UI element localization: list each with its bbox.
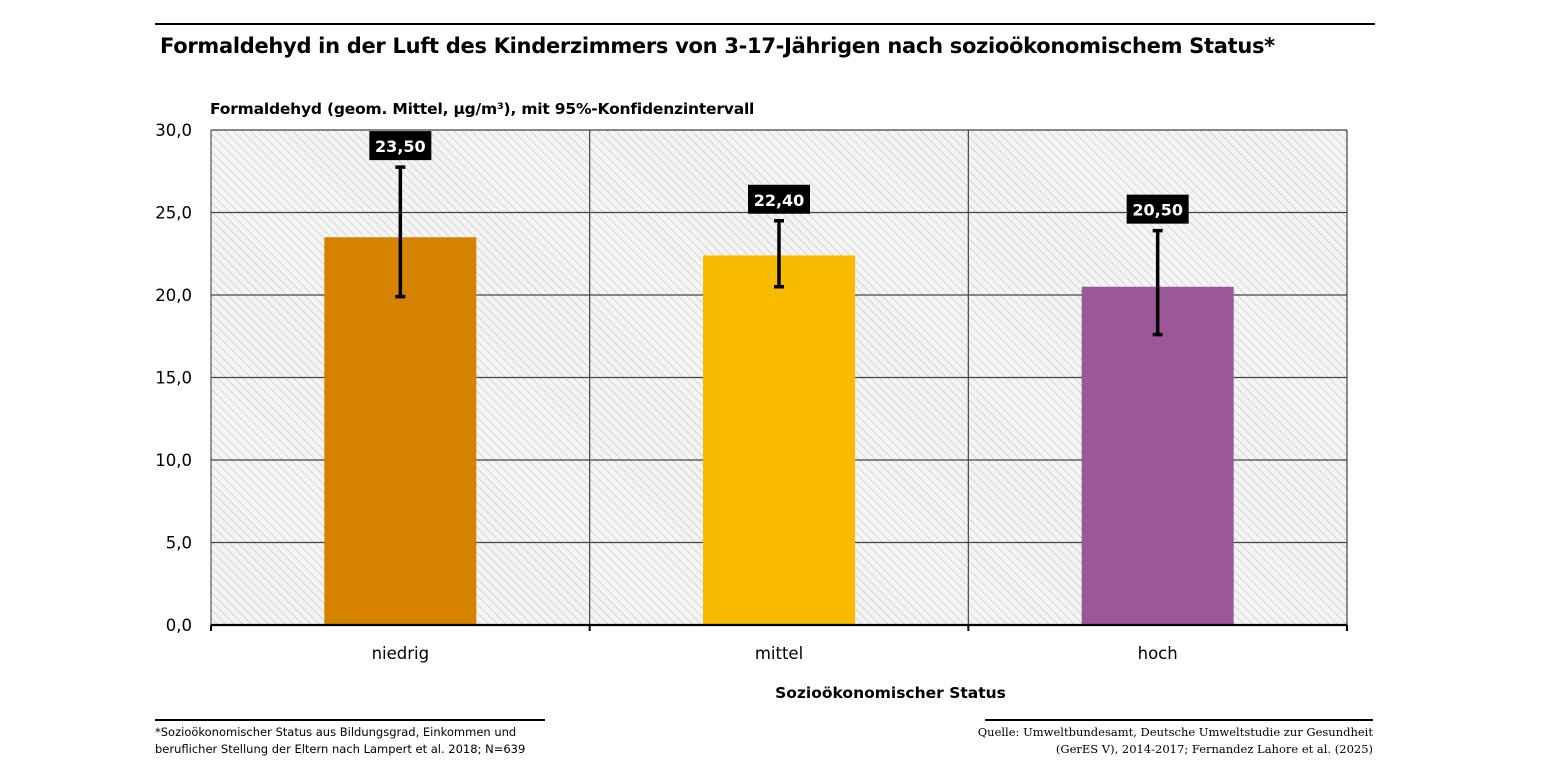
footnote-line: *Sozioökonomischer Status aus Bildungsgr… [155,725,517,739]
source-line: Quelle: Umweltbundesamt, Deutsche Umwelt… [977,725,1373,739]
source-line: (GerES V), 2014-2017; Fernandez Lahore e… [1055,742,1373,756]
footer-rule-left [155,719,545,721]
value-label-text: 23,50 [375,137,426,156]
y-tick-label: 0,0 [166,616,192,635]
y-tick-label: 15,0 [155,369,192,388]
value-label-niedrig: 23,50 [369,131,432,161]
bar-mittel [703,255,855,625]
y-tick-label: 20,0 [155,286,192,305]
category-label: hoch [1138,644,1178,663]
value-label-text: 22,40 [754,191,805,210]
bar-niedrig [324,237,477,625]
y-tick-label: 25,0 [155,204,192,223]
category-label: niedrig [372,644,430,663]
y-tick-label: 5,0 [166,534,192,553]
value-label-text: 20,50 [1132,201,1183,220]
source-note: Quelle: Umweltbundesamt, Deutsche Umwelt… [978,724,1373,758]
error-bar-niedrig [395,165,406,299]
x-axis-label: Sozioökonomischer Status [775,684,1006,702]
value-label-mittel: 22,40 [748,184,810,214]
error-bar-hoch [1152,228,1163,337]
y-tick-label: 30,0 [155,121,192,140]
footnote-line: beruflicher Stellung der Eltern nach Lam… [155,742,526,756]
value-label-box [369,131,432,161]
category-label: mittel [755,644,803,663]
chart-title: Formaldehyd in der Luft des Kinderzimmer… [160,34,1275,58]
footnote: *Sozioökonomischer Status aus Bildungsgr… [155,724,525,758]
top-rule [155,23,1375,25]
y-axis-label: Formaldehyd (geom. Mittel, µg/m³), mit 9… [210,100,755,118]
bar-hoch [1081,286,1234,625]
error-bar-mittel [774,219,784,289]
footer-rule-right [985,719,1373,721]
value-label-box [1126,194,1189,224]
value-label-box [748,184,810,214]
value-label-hoch: 20,50 [1126,194,1189,224]
y-tick-label: 10,0 [155,451,192,470]
